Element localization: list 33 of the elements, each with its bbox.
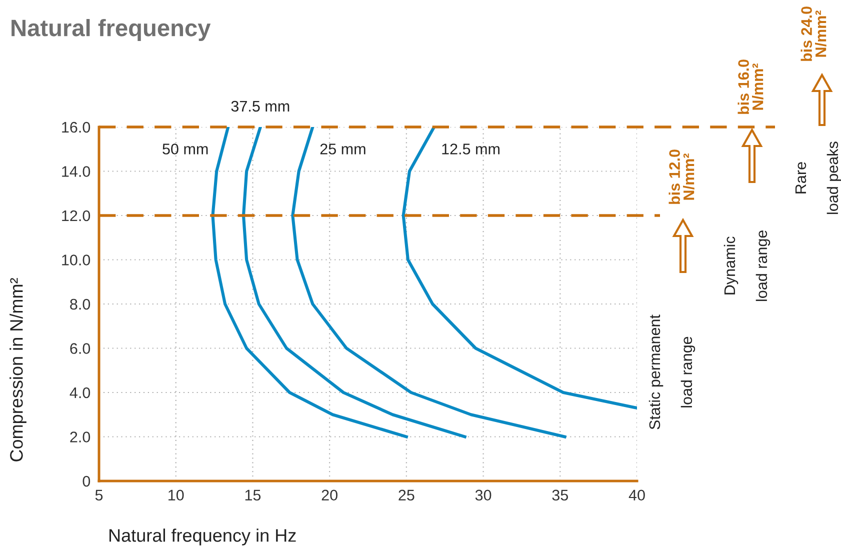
y-axis-title: Compression in N/mm²	[10, 278, 26, 462]
y-tick-label: 12.0	[62, 210, 90, 222]
series-label: 37.5 mm	[231, 100, 290, 112]
x-tick-label: 40	[628, 490, 645, 501]
x-tick-label: 15	[245, 490, 261, 501]
text: Rare load peaks	[795, 142, 841, 214]
y-tick-label: 2.0	[70, 432, 90, 442]
y-tick-label: 6.0	[70, 343, 90, 354]
line-series	[211, 127, 408, 438]
line-series	[402, 127, 637, 410]
series-label: 12.5 mm	[442, 144, 500, 154]
y-tick-label: 16.0	[62, 122, 90, 133]
text: bis 24.0 N/mm²	[800, 6, 826, 61]
text: Dynamic load range	[724, 230, 770, 301]
y-tick-label: 14.0	[62, 166, 90, 177]
x-tick-label: 5	[95, 490, 103, 501]
text: Static permanent load range	[648, 314, 696, 430]
x-tick-label: 10	[168, 490, 184, 501]
chart-title: Natural frequency	[12, 18, 211, 42]
y-tick-label: 8.0	[70, 298, 90, 310]
y-tick-label: 4.0	[70, 387, 90, 398]
x-tick-label: 30	[475, 490, 492, 501]
y-tick-label: 10.0	[62, 254, 90, 266]
x-tick-label: 25	[398, 490, 414, 501]
ref-line-label: bis 12.0 N/mm²	[668, 150, 694, 204]
line-series	[291, 127, 566, 438]
series-label: 50 mm	[162, 144, 208, 154]
ref-line-label: bis 16.0 N/mm²	[738, 60, 764, 114]
y-tick-label: 0	[82, 476, 90, 487]
x-axis-title: Natural frequency in Hz	[109, 528, 296, 546]
series-label: 25 mm	[320, 144, 366, 154]
x-tick-label: 35	[552, 490, 568, 501]
x-tick-label: 20	[322, 490, 338, 501]
